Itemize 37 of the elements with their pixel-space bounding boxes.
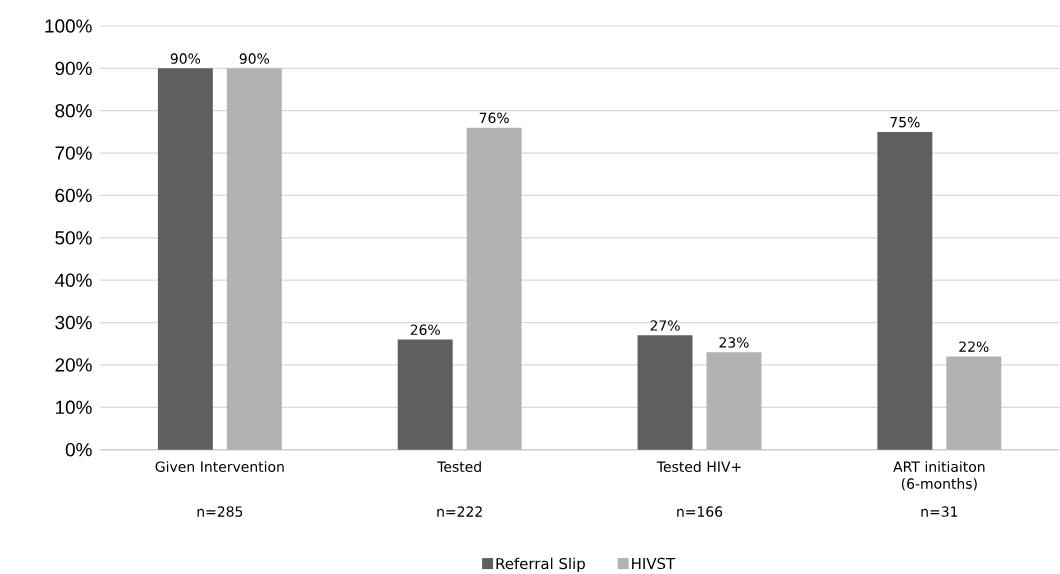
text: n=31 bbox=[921, 506, 958, 517]
bar bbox=[637, 335, 693, 450]
bar bbox=[397, 339, 453, 450]
y-tick-label: 20% bbox=[55, 358, 92, 372]
y-tick-label: 40% bbox=[55, 273, 92, 287]
data-label: 23% bbox=[719, 336, 749, 348]
bar bbox=[226, 68, 282, 450]
y-tick-label: 70% bbox=[55, 146, 92, 160]
y-tick-label: 90% bbox=[55, 61, 92, 75]
y-tick-label: 60% bbox=[55, 188, 92, 202]
bar bbox=[706, 352, 762, 450]
y-tick-label: 100% bbox=[45, 19, 92, 33]
data-label: 22% bbox=[959, 341, 989, 352]
bar bbox=[466, 127, 522, 450]
x-tick-label: Tested HIV+ bbox=[656, 460, 741, 472]
text: n=222 bbox=[437, 506, 482, 517]
bar bbox=[877, 131, 933, 450]
data-label: 75% bbox=[890, 116, 920, 128]
x-tick-label: Tested bbox=[437, 460, 481, 472]
legend-label: Referral Slip bbox=[496, 557, 585, 572]
data-label: 27% bbox=[650, 319, 680, 331]
y-tick-label: 30% bbox=[55, 315, 92, 330]
text: n=166 bbox=[677, 506, 723, 517]
bar bbox=[946, 356, 1002, 450]
y-tick-label: 80% bbox=[55, 103, 92, 118]
x-tick-label: ART initiaiton (6-months) bbox=[893, 460, 985, 491]
text: n=285 bbox=[197, 506, 243, 517]
y-tick-label: 10% bbox=[56, 400, 92, 414]
data-label: 76% bbox=[479, 112, 509, 123]
y-tick-label: 0% bbox=[65, 442, 92, 457]
x-tick-label: Given Intervention bbox=[155, 460, 284, 472]
data-label: 90% bbox=[170, 53, 201, 64]
bar bbox=[157, 68, 213, 450]
y-tick-label: 50% bbox=[55, 230, 92, 245]
data-label: 90% bbox=[239, 53, 270, 64]
data-label: 26% bbox=[410, 324, 440, 335]
legend-label: HIVST bbox=[632, 557, 676, 569]
